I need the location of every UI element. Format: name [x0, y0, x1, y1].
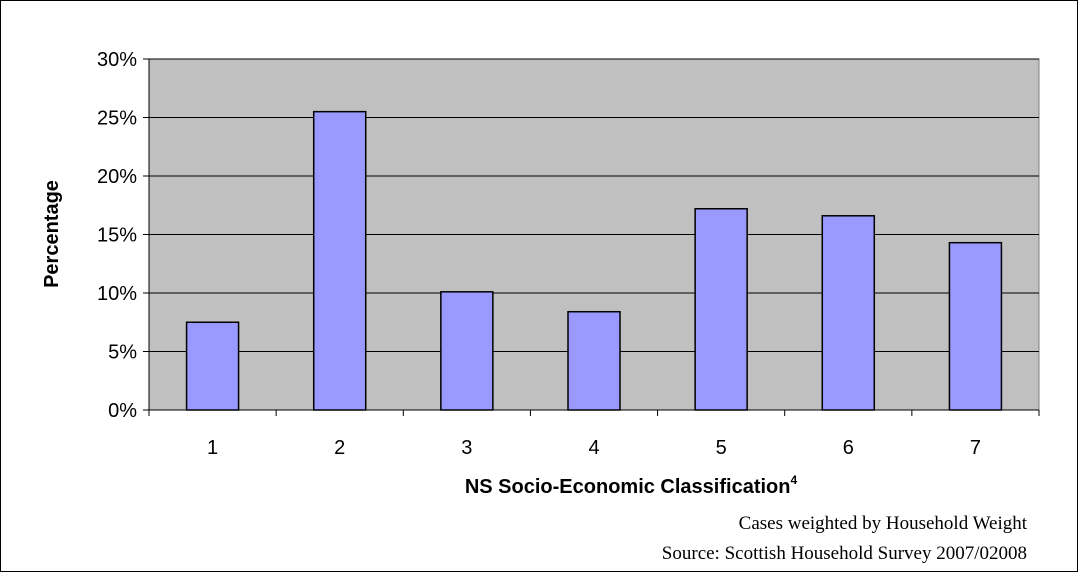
bar-1	[185, 321, 240, 411]
y-tick-label: 5%	[108, 342, 137, 364]
bar-7	[948, 241, 1003, 411]
bar-2	[312, 110, 367, 411]
bar-chart: 0% 5% 10% 15% 20% 25% 30% 1 2 3 4 5 6 7 Percentage N…	[41, 49, 1040, 498]
x-tick-label: 3	[461, 437, 472, 459]
y-axis-title: Percentage	[41, 180, 63, 288]
y-tick-label: 10%	[97, 283, 137, 305]
x-tick-label: 7	[970, 437, 981, 459]
x-tick-label: 2	[334, 437, 345, 459]
x-tick-label: 1	[207, 437, 218, 459]
x-axis-title: NS Socio-Economic Classification4	[465, 473, 798, 498]
weighting-note: Cases weighted by Household Weight	[738, 513, 1027, 534]
bar-4	[567, 310, 621, 411]
source-note: Source: Scottish Household Survey 2007/0…	[661, 543, 1027, 564]
bar-3	[440, 291, 494, 411]
y-tick-label: 20%	[97, 166, 137, 188]
bar-6	[821, 215, 876, 411]
y-tick-label: 25%	[97, 108, 137, 130]
y-tick-label: 30%	[97, 49, 137, 71]
x-tick-label: 6	[843, 437, 854, 459]
axes	[143, 58, 1040, 416]
y-tick-label: 15%	[97, 225, 137, 247]
bar-5	[694, 208, 748, 411]
bars	[185, 110, 1003, 411]
x-tick-label: 4	[588, 437, 599, 459]
x-axis-title-text: NS Socio-Economic Classification	[465, 476, 791, 498]
x-tick-labels: 1 2 3 4 5 6 7	[207, 437, 981, 459]
y-tick-labels: 0% 5% 10% 15% 20% 25% 30%	[97, 49, 137, 422]
gridlines	[149, 58, 1039, 352]
x-tick-label: 5	[716, 437, 727, 459]
y-tick-label: 0%	[108, 400, 137, 422]
x-axis-title-superscript: 4	[790, 473, 797, 487]
